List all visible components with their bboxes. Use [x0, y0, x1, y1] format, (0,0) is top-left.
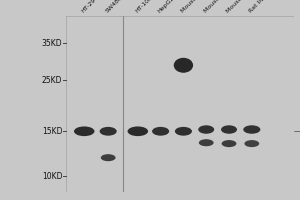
Ellipse shape: [174, 58, 193, 73]
Text: 15KD: 15KD: [42, 127, 62, 136]
Text: Mouse stomach: Mouse stomach: [180, 0, 218, 14]
Text: Mouse kidney: Mouse kidney: [226, 0, 260, 14]
Ellipse shape: [243, 125, 260, 134]
Text: HT-1080: HT-1080: [134, 0, 156, 14]
Text: 25KD: 25KD: [42, 76, 62, 85]
Ellipse shape: [244, 140, 259, 147]
Ellipse shape: [175, 127, 192, 136]
Text: —: —: [294, 128, 300, 134]
Ellipse shape: [74, 126, 94, 136]
Text: SW480: SW480: [105, 0, 124, 14]
Text: Rat liver: Rat liver: [248, 0, 270, 14]
Ellipse shape: [198, 125, 214, 134]
Ellipse shape: [221, 125, 237, 134]
Ellipse shape: [128, 126, 148, 136]
Ellipse shape: [222, 140, 236, 147]
Text: 35KD: 35KD: [42, 39, 62, 48]
Ellipse shape: [199, 139, 214, 146]
Text: 10KD: 10KD: [42, 172, 62, 181]
Ellipse shape: [100, 127, 117, 136]
Ellipse shape: [101, 154, 116, 161]
Text: HepG2: HepG2: [157, 0, 176, 14]
Text: HT-29: HT-29: [81, 0, 97, 14]
Ellipse shape: [152, 127, 169, 136]
Text: Mouse liver: Mouse liver: [203, 0, 232, 14]
